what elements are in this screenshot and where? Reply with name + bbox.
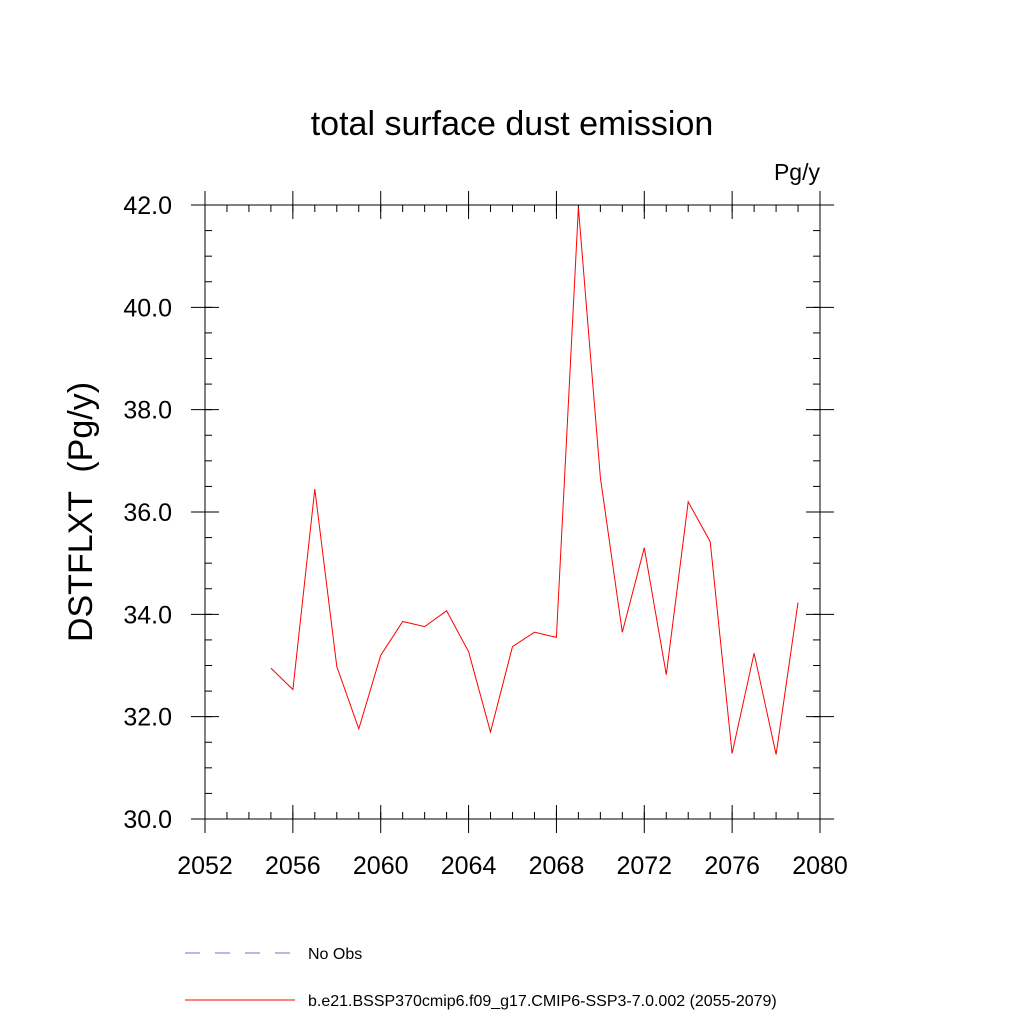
legend-label: No Obs (308, 946, 362, 963)
y-tick-label: 34.0 (123, 601, 172, 629)
y-tick-label: 36.0 (123, 499, 172, 527)
x-tick-label: 2068 (529, 852, 585, 880)
x-tick-label: 2064 (441, 852, 497, 880)
units-label: Pg/y (774, 159, 821, 185)
plot-frame (204, 204, 821, 820)
series-line (270, 207, 799, 755)
x-tick-label: 2072 (616, 852, 672, 880)
y-tick-label: 32.0 (123, 704, 172, 732)
x-tick-label: 2076 (704, 852, 760, 880)
y-tick-label: 38.0 (123, 397, 172, 425)
data-series (270, 207, 799, 755)
axis-ticks: 2052 2056 2060 2064 2068 2072 2076 2080 30.0 32.0… (123, 191, 848, 880)
x-tick-label: 2056 (265, 852, 321, 880)
y-tick-label: 40.0 (123, 294, 172, 322)
chart-title: total surface dust emission (311, 105, 714, 143)
legend: No Obs b.e21.BSSP370cmip6.f09_g17.CMIP6-S… (185, 946, 777, 1010)
y-tick-label: 42.0 (123, 192, 172, 220)
y-axis-label: DSTFLXT (Pg/y) (62, 382, 100, 642)
x-tick-label: 2080 (792, 852, 848, 880)
legend-label: b.e21.BSSP370cmip6.f09_g17.CMIP6-SSP3-7.… (308, 993, 777, 1010)
x-tick-label: 2060 (353, 852, 409, 880)
x-tick-label: 2052 (177, 852, 233, 880)
y-tick-label: 30.0 (123, 806, 172, 834)
